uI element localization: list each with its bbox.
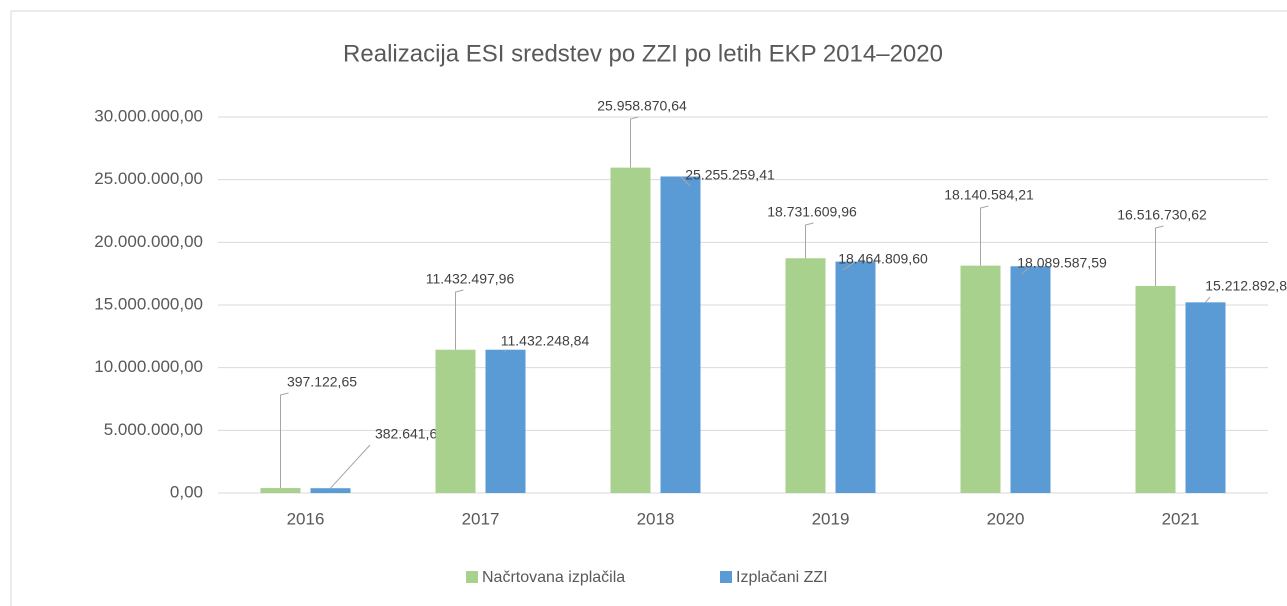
leader-line [680,176,691,187]
bar [1185,302,1226,493]
y-tick-label: 25.000.000,00 [94,169,203,188]
leader-line [504,349,506,353]
bar [835,261,876,493]
data-label: 382.641,63 [375,426,445,442]
leader-line [1021,265,1031,275]
x-tick-label: 2016 [287,509,325,528]
data-label: 18.140.584,21 [944,187,1034,203]
x-tick-label: 2017 [462,509,500,528]
legend-swatch [720,571,732,583]
data-label: 18.731.609,96 [767,204,857,220]
data-label: 11.432.497,96 [426,271,515,287]
chart-frame [10,10,1287,606]
leader-line [1155,225,1164,286]
bar [610,167,651,494]
y-tick-label: 30.000.000,00 [94,106,203,125]
data-label: 25.958.870,64 [597,98,687,114]
bar [435,349,476,493]
legend-label: Izplačani ZZI [736,569,828,586]
y-tick-label: 15.000.000,00 [94,294,203,313]
leader-line [842,261,856,271]
bar [260,488,301,493]
leader-line [455,289,464,350]
bar [660,176,701,494]
bar [1010,266,1051,493]
x-tick-label: 2021 [1162,509,1200,528]
x-tick-label: 2020 [987,509,1025,528]
y-tick-label: 10.000.000,00 [94,357,203,376]
x-tick-label: 2018 [637,509,675,528]
data-label: 25.255.259,41 [685,167,775,183]
legend-label: Načrtovana izplačila [482,569,625,586]
y-tick-label: 5.000.000,00 [104,420,203,439]
data-label: 18.089.587,59 [1017,255,1107,271]
y-tick-label: 20.000.000,00 [94,232,203,251]
leader-line [330,444,371,489]
data-label: 11.432.248,84 [501,333,590,349]
bar [1135,285,1176,493]
bar [785,258,826,493]
leader-line [1205,296,1211,303]
bar [960,265,1001,493]
bar [485,349,526,493]
data-label: 16.516.730,62 [1117,207,1207,223]
y-tick-label: 0,00 [170,482,203,501]
data-label: 15.212.892,87 [1205,278,1287,294]
leader-line [280,392,289,489]
leader-line [805,222,814,259]
chart-title: Realizacija ESI sredstev po ZZI po letih… [343,40,943,67]
leader-line [630,116,639,168]
data-label: 397.122,65 [287,374,357,390]
x-tick-label: 2019 [812,509,850,528]
leader-line [980,205,989,266]
bar [310,488,351,493]
data-label: 18.464.809,60 [838,251,928,267]
legend-swatch [466,571,478,583]
